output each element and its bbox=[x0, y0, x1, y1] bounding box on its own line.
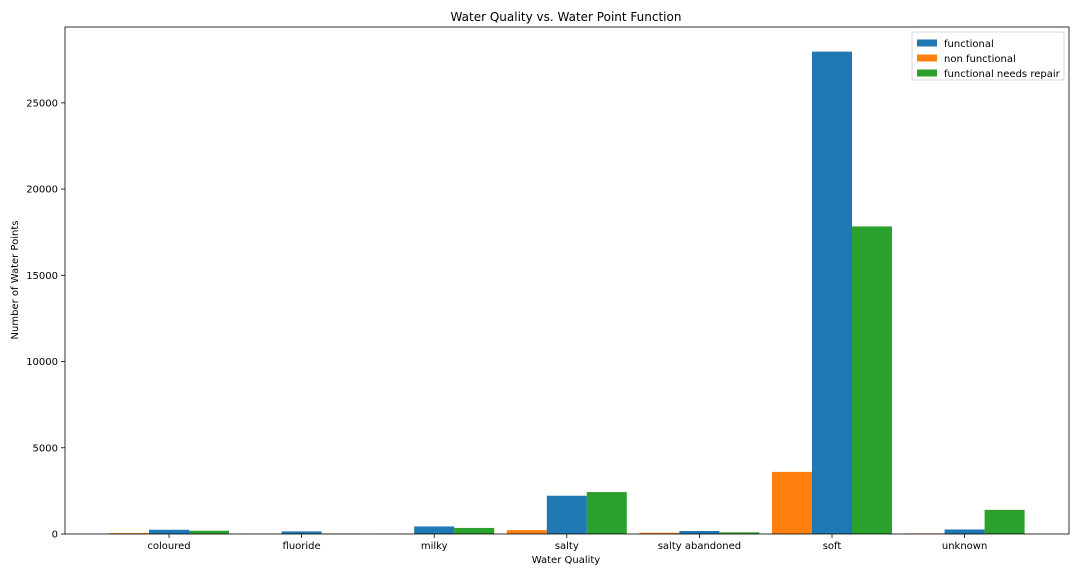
x-tick-label: salty bbox=[555, 541, 579, 552]
plot-frame bbox=[64, 26, 1070, 535]
x-tick-label: coloured bbox=[147, 541, 190, 552]
bar-functional-coloured bbox=[149, 529, 189, 534]
y-tick-label: 10000 bbox=[26, 357, 58, 368]
legend-swatch bbox=[917, 69, 937, 77]
x-tick-label: soft bbox=[823, 541, 842, 552]
y-axis-label: Number of Water Points bbox=[10, 221, 21, 340]
bar-functional-milky bbox=[414, 526, 455, 534]
y-tick-label: 0 bbox=[52, 530, 58, 541]
bar-non-functional-salty bbox=[506, 530, 547, 534]
bar-functional-unknown bbox=[944, 529, 985, 534]
y-axis: 0 5000 10000 15000 20000 25000 bbox=[26, 98, 65, 541]
bar-non-functional-soft bbox=[772, 471, 812, 534]
legend-label: non functional bbox=[944, 54, 1016, 65]
y-tick-label: 15000 bbox=[26, 271, 58, 282]
x-tick-label: unknown bbox=[942, 541, 987, 552]
x-tick-label: milky bbox=[421, 541, 448, 552]
legend: functional non functional functional needs… bbox=[911, 31, 1065, 81]
x-tick-label: salty abandoned bbox=[658, 541, 741, 552]
bar-functional-soft bbox=[812, 51, 852, 535]
bar-functional-salty bbox=[546, 495, 587, 534]
y-tick-label: 20000 bbox=[26, 185, 58, 196]
bar-functional-salty-abandoned bbox=[679, 531, 720, 534]
bar-functional-needs-repair-coloured bbox=[189, 530, 229, 534]
legend-swatch bbox=[917, 39, 937, 47]
y-tick-label: 25000 bbox=[26, 98, 58, 109]
bar-functional-fluoride bbox=[281, 531, 322, 534]
bars-layer bbox=[109, 51, 1025, 535]
x-axis: coloured fluoride milky salty salty abandone… bbox=[147, 534, 987, 552]
bar-non-functional-salty-abandoned bbox=[639, 532, 680, 534]
x-axis-label: Water Quality bbox=[532, 555, 601, 566]
legend-swatch bbox=[917, 54, 937, 62]
bar-functional-needs-repair-unknown bbox=[984, 509, 1025, 534]
bar-functional-needs-repair-soft bbox=[852, 226, 892, 534]
legend-label: functional bbox=[944, 39, 994, 50]
x-tick-label: fluoride bbox=[283, 541, 321, 552]
bar-functional-needs-repair-salty bbox=[586, 492, 627, 534]
chart-title: Water Quality vs. Water Point Function bbox=[451, 10, 682, 24]
bar-functional-needs-repair-milky bbox=[454, 527, 495, 534]
y-tick-label: 5000 bbox=[33, 443, 58, 454]
legend-label: functional needs repair bbox=[944, 69, 1061, 80]
bar-non-functional-coloured bbox=[109, 533, 149, 534]
bar-functional-needs-repair-salty-abandoned bbox=[719, 532, 760, 534]
legend-box bbox=[911, 31, 1065, 81]
